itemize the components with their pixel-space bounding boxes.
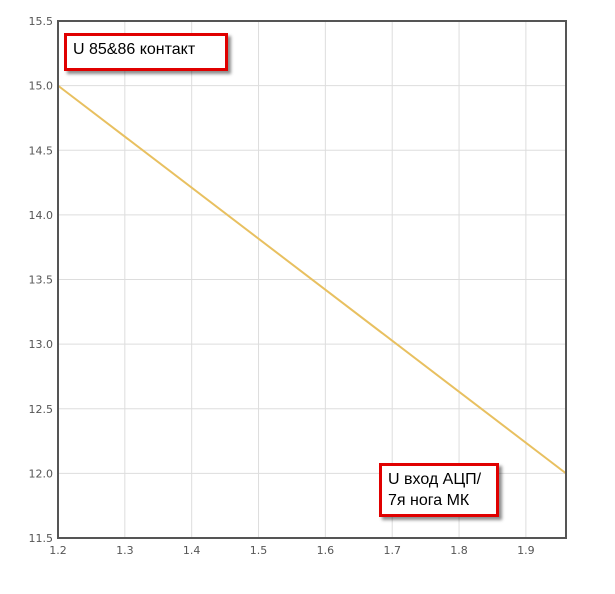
annotation-top-text: U 85&86 контакт <box>73 41 196 58</box>
annotation-top-label: U 85&86 контакт <box>64 33 228 71</box>
x-tick-label: 1.7 <box>383 544 401 557</box>
tick-labels: 1.2 1.3 1.4 1.5 1.6 1.7 1.8 1.9 11.5 12.0 12.5 13.0… <box>29 15 535 557</box>
annotation-bottom-label: U вход АЦП/ 7я нога МК <box>379 463 499 517</box>
y-tick-label: 12.5 <box>29 403 54 416</box>
series-layer <box>57 84 567 475</box>
y-tick-label: 15.5 <box>29 15 54 28</box>
x-tick-label: 1.9 <box>517 544 535 557</box>
y-tick-label: 12.0 <box>29 467 54 480</box>
x-tick-label: 1.5 <box>250 544 268 557</box>
annotation-bottom-line2: 7я нога МК <box>388 492 470 509</box>
y-tick-label: 14.5 <box>29 144 54 157</box>
x-tick-label: 1.3 <box>116 544 134 557</box>
y-tick-label: 15.0 <box>29 80 54 93</box>
annotation-bottom-line1: U вход АЦП/ <box>388 471 482 488</box>
y-tick-label: 14.0 <box>29 209 54 222</box>
series-line <box>57 84 567 475</box>
x-tick-label: 1.2 <box>49 544 67 557</box>
y-tick-label: 13.0 <box>29 338 54 351</box>
y-tick-label: 11.5 <box>29 532 54 545</box>
x-tick-label: 1.6 <box>317 544 335 557</box>
plot-frame <box>57 20 567 539</box>
x-tick-label: 1.8 <box>450 544 468 557</box>
x-tick-label: 1.4 <box>183 544 201 557</box>
y-tick-label: 13.5 <box>29 274 54 287</box>
